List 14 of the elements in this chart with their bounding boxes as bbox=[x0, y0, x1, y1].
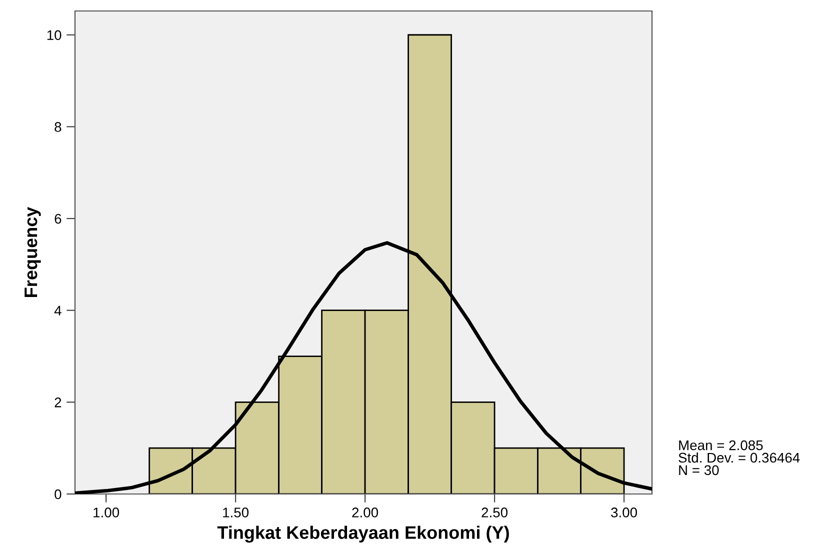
y-tick-label: 4 bbox=[54, 306, 62, 316]
x-tick-label: 1.50 bbox=[223, 508, 249, 518]
y-tick-label: 0 bbox=[54, 489, 62, 500]
text: Mean = 2.085 Std. Dev. = 0.36464 N = 30 bbox=[678, 440, 800, 476]
x-tick-label: 2.50 bbox=[482, 508, 508, 518]
y-tick-label: 6 bbox=[54, 214, 62, 224]
y-axis-title: Frequency bbox=[24, 206, 41, 297]
x-tick-label: 2.00 bbox=[352, 508, 378, 518]
y-tick-label: 2 bbox=[54, 398, 62, 408]
y-tick-label: 10 bbox=[47, 30, 62, 40]
x-tick-label: 3.00 bbox=[611, 508, 638, 518]
y-tick-label: 8 bbox=[54, 122, 62, 132]
x-tick-label: 1.00 bbox=[94, 508, 120, 518]
x-axis-title: Tingkat Keberdayaan Ekonomi (Y) bbox=[217, 526, 509, 543]
